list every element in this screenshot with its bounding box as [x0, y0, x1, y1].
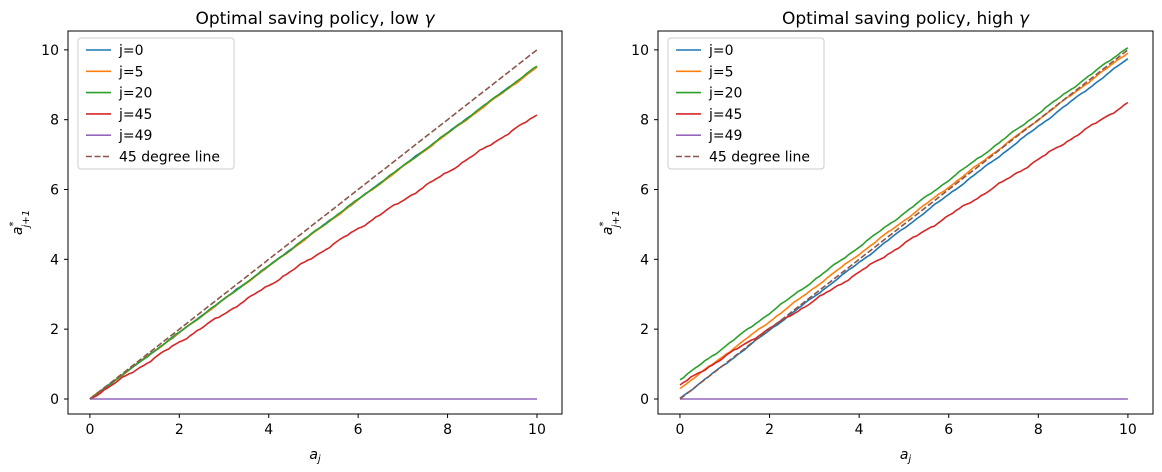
right-chart-y-tick-label: 4 [640, 252, 649, 268]
left-chart-legend [77, 37, 235, 170]
left-chart-y-tick-label: 2 [50, 322, 59, 338]
left-chart-legend-label-j-45: j=45 [118, 107, 152, 123]
right-chart-x-tick-label: 0 [675, 422, 684, 438]
right-chart-series-45-degree-line [679, 49, 1129, 400]
right-chart-title: Optimal saving policy, high γ [782, 9, 1030, 29]
right-chart-legend [667, 37, 825, 170]
left-chart-x-tick-label: 0 [85, 422, 94, 438]
right-chart-legend-label-j-0: j=0 [708, 43, 734, 59]
right-chart-x-axis-label: aj [900, 447, 912, 465]
right-chart-y-tick-label: 6 [640, 183, 649, 199]
right-chart-legend-label-j-49: j=49 [708, 128, 742, 144]
left-chart-y-tick-label: 4 [50, 252, 59, 268]
left-chart-y-tick-label: 0 [50, 392, 59, 408]
left-chart-x-tick-label: 10 [528, 422, 546, 438]
right-chart-legend-label-j-20: j=20 [708, 86, 742, 102]
left-chart-series-45-degree-line [89, 49, 538, 400]
right-chart-y-tick-label: 0 [640, 392, 649, 408]
right-chart-legend-label-j-45: j=45 [708, 107, 742, 123]
left-chart-y-axis-label: a* j+1 [8, 210, 32, 235]
right-chart-x-tick-label: 2 [765, 422, 774, 438]
right-chart-legend-label-45-degree-line: 45 degree line [709, 150, 810, 166]
left-chart-x-axis-label: aj [309, 447, 321, 465]
right-chart-y-axis-label: a* j+1 [598, 210, 622, 235]
left-chart-series-j-20 [89, 65, 538, 400]
right-chart-series-j-20 [679, 47, 1129, 381]
left-chart-legend-label-j-5: j=5 [118, 64, 144, 80]
left-chart-legend-label-45-degree-line: 45 degree line [119, 150, 220, 166]
left-chart-y-tick-label: 6 [50, 183, 59, 199]
left-chart-x-tick-label: 4 [264, 422, 273, 438]
left-chart-y-tick-label: 8 [50, 113, 59, 129]
left-chart-x-tick-label: 8 [443, 422, 452, 438]
left-chart-y-tick-label: 10 [41, 43, 59, 59]
right-chart-y-tick-label: 8 [640, 113, 649, 129]
left-chart-frame [67, 30, 563, 415]
left-chart-x-tick-label: 2 [175, 422, 184, 438]
left-chart-x-tick-label: 6 [354, 422, 363, 438]
right-chart-x-tick-label: 6 [944, 422, 953, 438]
right-chart-frame [657, 30, 1154, 415]
right-chart-x-tick-label: 8 [1034, 422, 1043, 438]
right-chart-legend-label-j-5: j=5 [708, 64, 734, 80]
right-chart-series-j-45 [679, 101, 1129, 386]
left-chart-legend-label-j-0: j=0 [118, 43, 144, 59]
left-chart-series-j-45 [89, 114, 538, 400]
right-chart-y-tick-label: 10 [631, 43, 649, 59]
left-chart-legend-label-j-20: j=20 [118, 86, 152, 102]
right-chart-x-tick-label: 10 [1119, 422, 1137, 438]
right-chart-x-tick-label: 4 [855, 422, 864, 438]
right-chart-y-tick-label: 2 [640, 322, 649, 338]
left-chart-title: Optimal saving policy, low γ [195, 9, 435, 29]
left-chart-legend-label-j-49: j=49 [118, 128, 152, 144]
